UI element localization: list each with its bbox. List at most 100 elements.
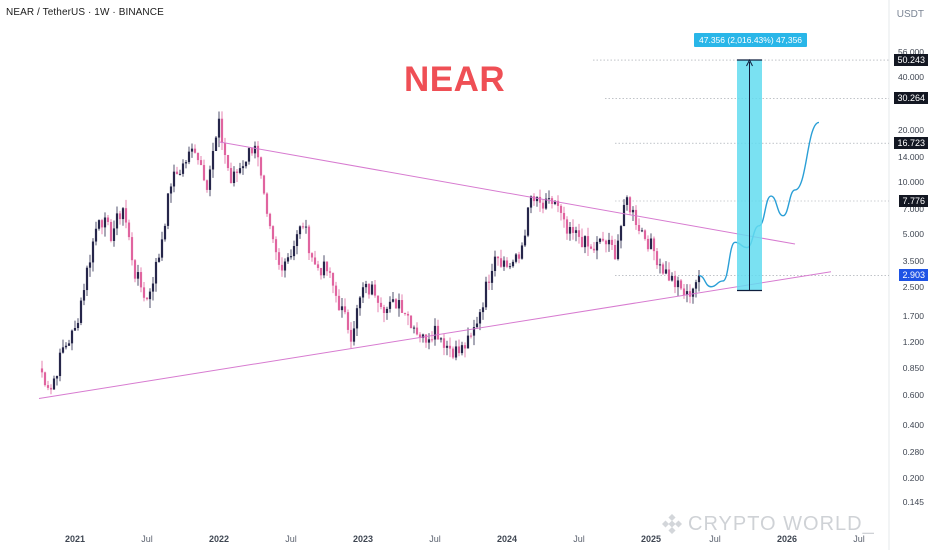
candle xyxy=(289,256,293,258)
candle xyxy=(136,272,140,279)
candle xyxy=(100,220,104,228)
candle xyxy=(256,145,260,158)
candle xyxy=(82,290,86,301)
candle xyxy=(184,162,188,164)
candle xyxy=(259,157,263,176)
price-tag: 7.776 xyxy=(899,195,928,207)
candle xyxy=(166,193,170,226)
candle xyxy=(490,270,494,283)
candle xyxy=(70,330,74,344)
candle xyxy=(106,217,110,222)
candle xyxy=(118,213,122,220)
candle xyxy=(565,219,569,234)
candle xyxy=(310,253,314,258)
candle xyxy=(334,285,338,296)
candle xyxy=(583,236,587,248)
candle xyxy=(484,281,488,308)
candle xyxy=(385,308,389,314)
y-tick-label: 40.000 xyxy=(898,72,924,83)
candle xyxy=(250,148,254,154)
candle xyxy=(442,338,446,348)
candle xyxy=(262,175,266,194)
candle xyxy=(445,345,449,348)
candle xyxy=(640,230,644,232)
x-tick-label: 2023 xyxy=(352,534,374,544)
candle xyxy=(601,238,605,241)
candle xyxy=(346,312,350,330)
candle xyxy=(121,208,125,220)
candle xyxy=(220,118,224,143)
candle xyxy=(58,352,62,377)
candle xyxy=(46,385,50,388)
candle xyxy=(451,348,455,358)
candle xyxy=(424,334,428,343)
candle xyxy=(112,228,116,241)
candle xyxy=(577,230,581,237)
candle xyxy=(145,297,149,300)
candle xyxy=(202,165,206,181)
candle xyxy=(238,168,242,173)
candle xyxy=(244,161,248,167)
candle xyxy=(514,254,518,262)
candle xyxy=(94,228,98,242)
candle xyxy=(328,271,332,273)
price-tag: 50.243 xyxy=(894,54,928,66)
candle xyxy=(49,387,53,390)
price-tag: 30.264 xyxy=(894,92,928,105)
candle xyxy=(502,260,506,267)
candle xyxy=(628,197,632,213)
candle xyxy=(400,300,404,313)
candle xyxy=(85,267,89,291)
candle xyxy=(661,264,665,274)
candle xyxy=(154,261,158,284)
candle xyxy=(160,239,164,258)
candle xyxy=(685,291,689,296)
candle xyxy=(364,283,368,288)
candle xyxy=(319,267,323,276)
candle xyxy=(508,266,512,268)
candle xyxy=(73,328,77,331)
candle xyxy=(664,269,668,274)
candle xyxy=(448,345,452,349)
candle xyxy=(529,196,533,208)
y-tick-label: 14.000 xyxy=(898,151,924,162)
y-tick-label: 5.000 xyxy=(902,229,924,240)
candle xyxy=(376,295,380,303)
candle xyxy=(67,343,71,346)
candle xyxy=(76,322,80,329)
candle xyxy=(265,193,269,214)
candle xyxy=(130,237,134,261)
x-tick-label: Jul xyxy=(853,534,865,544)
candle xyxy=(187,151,191,163)
candle xyxy=(199,160,203,166)
candle xyxy=(361,287,365,298)
candle xyxy=(481,307,485,313)
candle xyxy=(541,202,545,209)
candle xyxy=(586,236,590,247)
candle xyxy=(694,282,698,289)
candle xyxy=(391,299,395,302)
candle xyxy=(211,151,215,170)
candle xyxy=(679,280,683,289)
candle xyxy=(109,221,113,241)
candle xyxy=(418,334,422,338)
candle xyxy=(280,264,284,271)
x-tick-label: Jul xyxy=(573,534,585,544)
candle xyxy=(124,208,128,223)
y-tick-label: 0.400 xyxy=(902,420,924,431)
x-tick-label: 2026 xyxy=(776,534,798,544)
candle xyxy=(523,235,527,246)
candle xyxy=(547,198,551,200)
candle xyxy=(370,284,374,295)
candle xyxy=(223,142,227,156)
candle xyxy=(520,245,524,259)
candle xyxy=(634,209,638,226)
y-tick-label: 0.850 xyxy=(902,363,924,374)
candle xyxy=(427,339,431,343)
candle xyxy=(352,328,356,342)
y-tick-label: 0.280 xyxy=(902,447,924,458)
candle xyxy=(598,238,602,242)
candle xyxy=(625,197,629,205)
candle xyxy=(538,196,542,203)
